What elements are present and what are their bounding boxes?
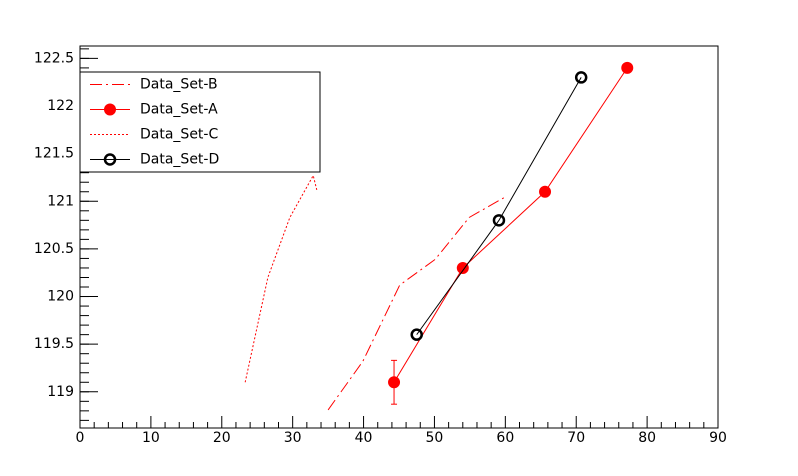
legend-marker: [103, 153, 117, 166]
legend-label: Data_Set-B: [140, 77, 218, 93]
y-tick-label: 120: [47, 289, 74, 305]
series-line: [416, 77, 582, 335]
legend-label: Data_Set-D: [140, 152, 219, 168]
x-tick-label: 70: [567, 430, 585, 446]
x-tick-label: 80: [638, 430, 656, 446]
x-tick-label: 90: [709, 430, 727, 446]
data-point: [388, 376, 401, 389]
x-tick-label: 50: [426, 430, 444, 446]
series-line: [327, 196, 507, 411]
y-tick-label: 122.5: [34, 50, 74, 66]
legend-label: Data_Set-A: [140, 102, 218, 118]
series-line: [393, 67, 628, 383]
x-tick-label: 0: [76, 430, 85, 446]
legend-marker: [104, 103, 116, 116]
x-tick-label: 40: [355, 430, 373, 446]
x-tick-label: 60: [496, 430, 514, 446]
data-point: [574, 71, 588, 84]
y-tick-label: 121.5: [34, 146, 74, 162]
y-tick-label: 121: [47, 193, 74, 209]
y-tick-label: 119: [47, 384, 74, 400]
legend-label: Data_Set-C: [140, 127, 218, 143]
legend-box: [79, 71, 321, 173]
x-tick-label: 10: [142, 430, 160, 446]
y-tick-label: 120.5: [34, 241, 74, 257]
data-point: [410, 328, 423, 341]
series-line: [244, 174, 318, 383]
data-point: [456, 261, 469, 274]
y-tick-label: 122: [47, 98, 74, 114]
data-point: [621, 61, 634, 74]
x-tick-label: 30: [284, 430, 302, 446]
data-point: [539, 185, 552, 198]
x-tick-label: 20: [213, 430, 231, 446]
y-tick-label: 119.5: [34, 336, 74, 352]
data-point: [492, 214, 506, 227]
plot-frame: [79, 45, 719, 429]
